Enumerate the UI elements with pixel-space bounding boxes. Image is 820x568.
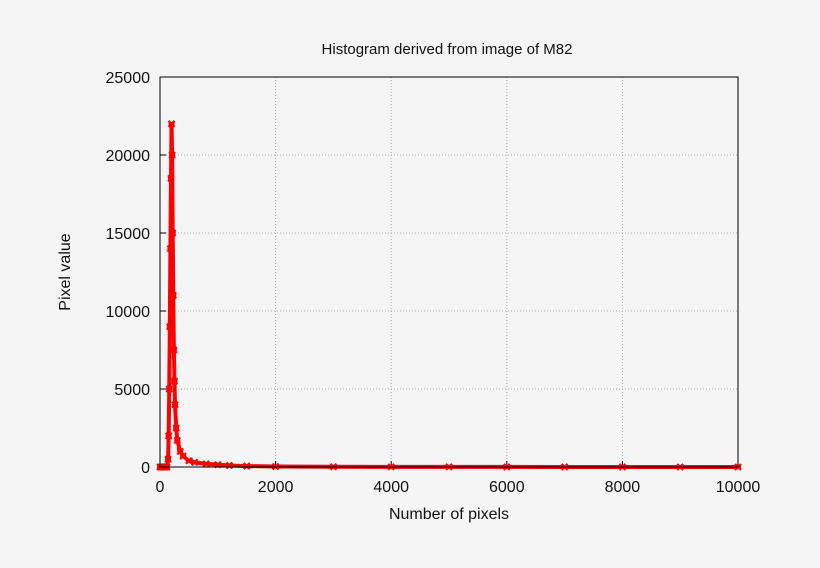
data-point (179, 452, 187, 460)
data-point (170, 346, 178, 354)
data-point (166, 244, 175, 253)
y-tick-label: 20000 (106, 148, 151, 165)
data-point (169, 291, 178, 300)
grid (160, 77, 738, 467)
x-tick-label: 4000 (373, 479, 409, 496)
x-tick-label: 8000 (605, 479, 641, 496)
data-point (164, 432, 173, 440)
data-point (225, 461, 234, 470)
data-point (168, 229, 177, 237)
data-point (190, 458, 199, 467)
data-point (165, 385, 174, 393)
y-tick-label: 25000 (106, 70, 151, 87)
data-point (242, 462, 251, 470)
data-point (167, 174, 175, 183)
x-tick-label: 10000 (716, 479, 761, 496)
x-tick-label: 0 (156, 479, 165, 496)
plot-frame (159, 76, 739, 468)
data-point (168, 151, 176, 159)
data-markers (156, 120, 742, 471)
data-point (170, 377, 179, 385)
y-tick-label: 15000 (106, 226, 151, 243)
data-point (173, 436, 182, 445)
data-point (164, 455, 172, 463)
data-point (171, 400, 179, 409)
data-point (167, 120, 176, 128)
x-axis-label: Number of pixels (389, 506, 509, 523)
x-tick-label: 2000 (258, 479, 294, 496)
data-point (176, 447, 185, 456)
x-tick-label: 6000 (489, 479, 525, 496)
data-point (166, 322, 174, 331)
y-tick-label: 5000 (114, 382, 150, 399)
chart-title: Histogram derived from image of M82 (322, 41, 573, 58)
data-point (202, 460, 211, 468)
data-point (172, 424, 180, 432)
series-line (160, 123, 738, 469)
y-tick-label: 10000 (106, 304, 151, 321)
y-tick-label: 0 (141, 460, 150, 477)
data-point (185, 456, 193, 465)
ticks: 0 2000 4000 6000 8000 10000 0 5000 10000 15000 200… (106, 70, 761, 496)
y-axis-label: Pixel value (57, 233, 74, 310)
